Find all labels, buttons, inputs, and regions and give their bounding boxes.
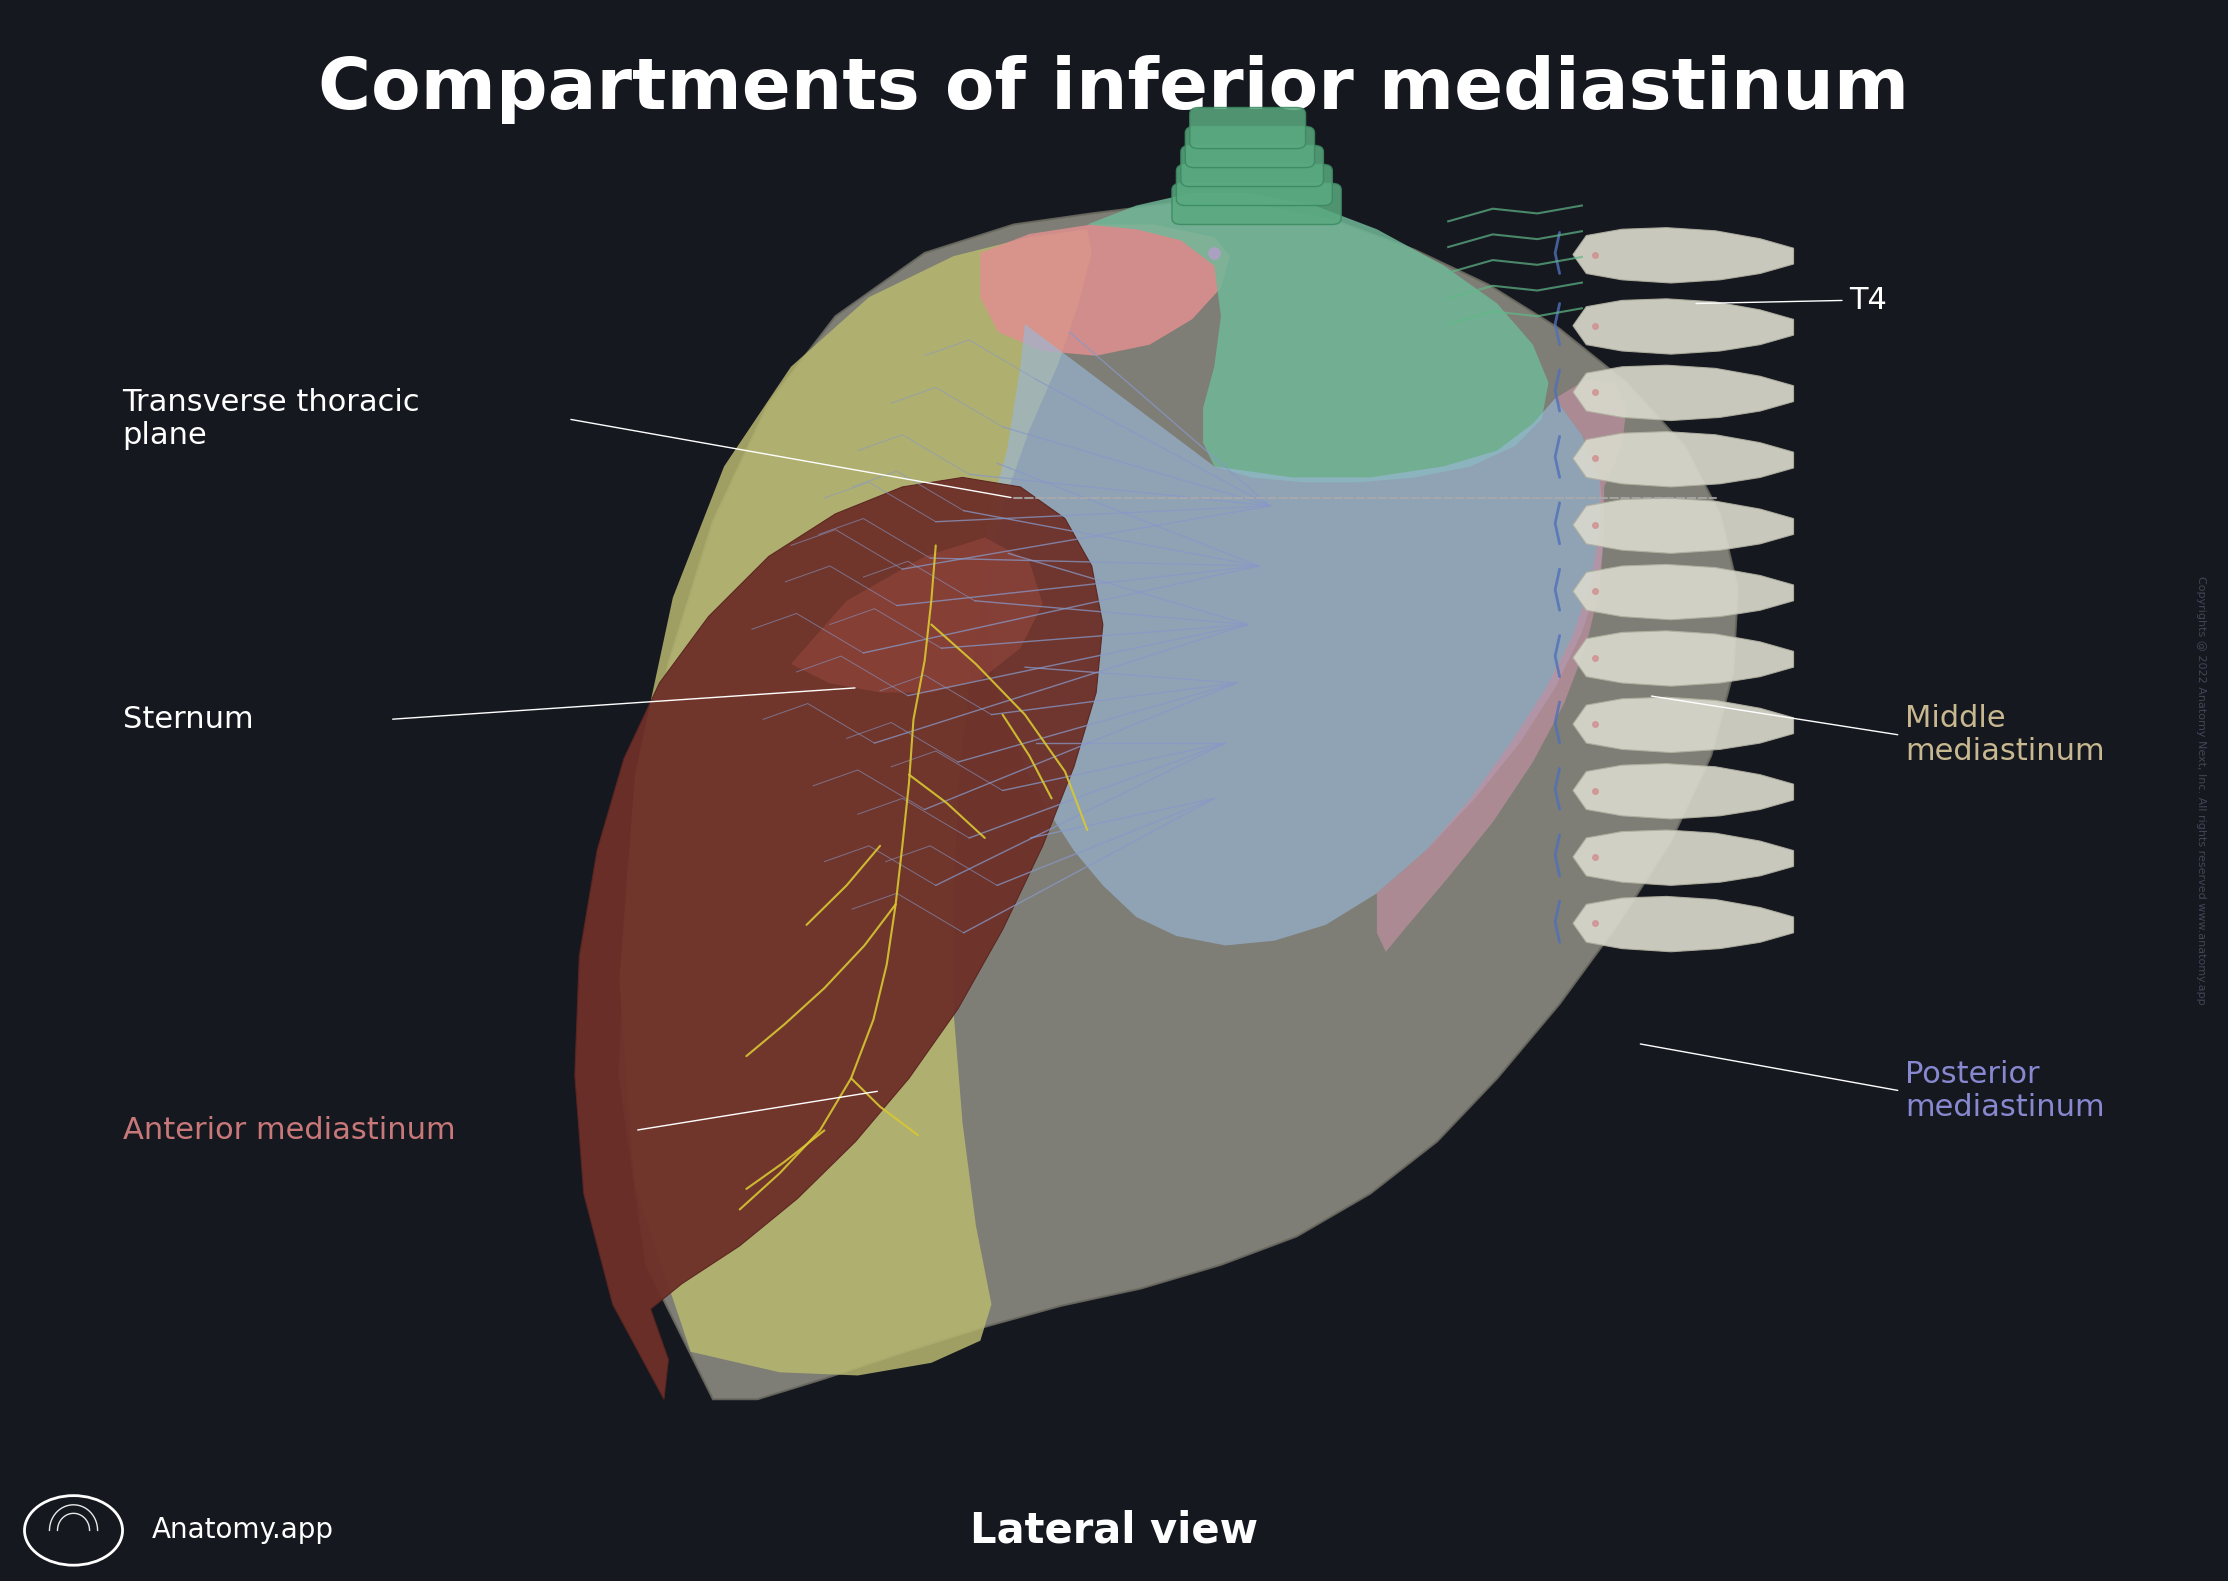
Polygon shape bbox=[619, 202, 1738, 1399]
Polygon shape bbox=[1573, 365, 1794, 421]
Text: Anatomy.app: Anatomy.app bbox=[152, 1516, 334, 1545]
Text: Posterior
mediastinum: Posterior mediastinum bbox=[1905, 1059, 2105, 1123]
Text: Anterior mediastinum: Anterior mediastinum bbox=[123, 1116, 455, 1145]
Polygon shape bbox=[1573, 432, 1794, 487]
Text: T4: T4 bbox=[1849, 286, 1887, 315]
Polygon shape bbox=[1377, 379, 1626, 952]
Text: Lateral view: Lateral view bbox=[969, 1510, 1259, 1551]
Polygon shape bbox=[1573, 764, 1794, 819]
FancyBboxPatch shape bbox=[1181, 145, 1323, 187]
Polygon shape bbox=[1573, 896, 1794, 952]
Polygon shape bbox=[619, 229, 1092, 1375]
FancyBboxPatch shape bbox=[1190, 108, 1306, 149]
Polygon shape bbox=[1573, 564, 1794, 620]
Polygon shape bbox=[791, 538, 1043, 692]
Polygon shape bbox=[1573, 299, 1794, 354]
Polygon shape bbox=[1087, 193, 1548, 482]
Polygon shape bbox=[1573, 498, 1794, 553]
Polygon shape bbox=[1573, 631, 1794, 686]
Polygon shape bbox=[1573, 697, 1794, 753]
Text: Middle
mediastinum: Middle mediastinum bbox=[1905, 704, 2105, 767]
Text: Copyrights @ 2022 Anatomy Next, Inc. All rights reserved www.anatomy.app: Copyrights @ 2022 Anatomy Next, Inc. All… bbox=[2197, 575, 2206, 1006]
Polygon shape bbox=[980, 225, 1230, 356]
FancyBboxPatch shape bbox=[1185, 126, 1315, 168]
Text: Sternum: Sternum bbox=[123, 705, 254, 734]
FancyBboxPatch shape bbox=[1172, 183, 1341, 225]
FancyBboxPatch shape bbox=[1176, 164, 1332, 206]
Polygon shape bbox=[1573, 830, 1794, 885]
Polygon shape bbox=[985, 324, 1604, 945]
Polygon shape bbox=[575, 477, 1103, 1399]
Polygon shape bbox=[1573, 228, 1794, 283]
Text: Compartments of inferior mediastinum: Compartments of inferior mediastinum bbox=[319, 55, 1909, 125]
Text: Transverse thoracic
plane: Transverse thoracic plane bbox=[123, 387, 421, 451]
